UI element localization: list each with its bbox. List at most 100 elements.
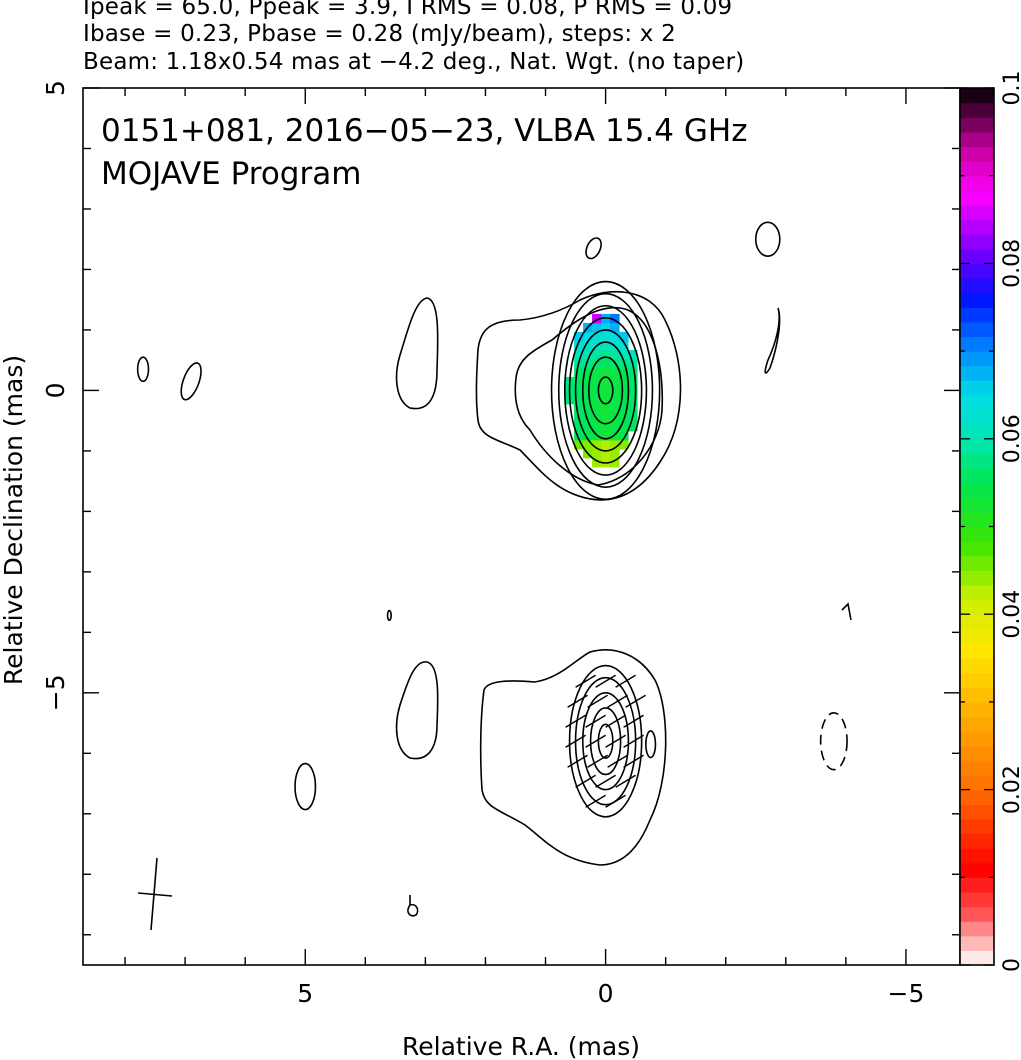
colorbar-swatch <box>960 716 994 732</box>
colorbar-swatch <box>960 848 994 864</box>
colorbar-swatch <box>960 146 994 162</box>
colorbar-swatch <box>960 643 994 659</box>
colorbar-swatch <box>960 336 994 352</box>
polarization-pixel <box>574 331 584 342</box>
polarization-pixel <box>610 394 620 405</box>
polarization-pixel <box>619 340 629 351</box>
colorbar-swatch <box>960 599 994 615</box>
beam-minor-axis <box>137 892 173 897</box>
colorbar-tick-label: 0.08 <box>1000 239 1021 288</box>
colorbar-swatch <box>960 950 994 966</box>
colorbar-swatch <box>960 351 994 367</box>
polarization-pixel <box>574 340 584 351</box>
colorbar-swatch <box>960 131 994 148</box>
polarization-pixel <box>592 394 602 405</box>
colorbar-swatch <box>960 862 994 878</box>
beam-major-axis <box>150 857 158 931</box>
polarization-vector <box>585 734 606 748</box>
x-tick-label: −5 <box>888 979 925 1008</box>
core-contour <box>557 292 654 488</box>
polarization-pixel <box>574 421 584 432</box>
polarization-pixel <box>592 421 602 432</box>
core-contour <box>597 376 614 405</box>
plot-subtitle: MOJAVE Program <box>101 156 361 192</box>
polarization-vector <box>615 774 636 788</box>
polarization-pixel <box>583 331 593 342</box>
core-contour <box>587 356 624 425</box>
polarization-pixel <box>601 394 611 405</box>
colorbar-swatch <box>960 570 994 586</box>
polarization-vector <box>595 674 616 688</box>
header-line-2: Ibase = 0.23, Pbase = 0.28 (mJy/beam), s… <box>83 21 676 47</box>
polarization-vector <box>605 734 626 748</box>
polarization-vector <box>625 694 646 708</box>
polarization-pixel <box>628 376 638 387</box>
polarization-pixel <box>610 439 620 450</box>
polarization-pixel <box>601 421 611 432</box>
polarization-vector <box>587 754 608 768</box>
y-tick-label: 5 <box>41 80 70 96</box>
noise-contour <box>136 356 150 383</box>
colorbar-tick-label: 0.04 <box>1000 590 1021 639</box>
core-contour <box>574 329 637 452</box>
plot-title: 0151+081, 2016−05−23, VLBA 15.4 GHz <box>101 113 747 149</box>
colorbar-swatch <box>960 204 994 221</box>
polarization-pixel <box>592 385 602 396</box>
core-contour <box>563 304 648 476</box>
polarization-pixel <box>583 430 593 441</box>
colorbar-tick-label: 0.1 <box>1000 71 1021 106</box>
polarization-pixel <box>574 403 584 414</box>
polarization-pixel <box>610 349 620 360</box>
colorbar-swatch <box>960 935 994 951</box>
polarization-vector <box>595 774 616 788</box>
y-tick-label: 0 <box>41 382 70 398</box>
polarization-pixel <box>601 430 611 441</box>
colorbar-swatch <box>960 394 994 411</box>
noise-contour <box>754 221 781 257</box>
noise-contour <box>764 307 781 374</box>
polarization-vector <box>607 754 628 768</box>
colorbar-swatch <box>960 117 994 133</box>
polarization-pixel <box>574 430 584 441</box>
colorbar-swatch <box>960 701 994 718</box>
polarization-pixel <box>592 448 602 459</box>
jet-contour <box>395 661 439 760</box>
colorbar-swatch <box>960 482 994 498</box>
core-contour <box>597 723 614 759</box>
noise-contour <box>386 609 392 622</box>
colorbar-swatch <box>960 789 994 805</box>
core-contour <box>568 317 643 464</box>
polarization-pixel <box>574 349 584 360</box>
colorbar-swatch <box>960 175 994 191</box>
polarization-pixel <box>592 322 602 333</box>
polarization-pixel <box>619 403 629 414</box>
x-tick-label: 5 <box>297 979 313 1008</box>
polarization-pixel <box>592 367 602 378</box>
polarization-pixel <box>628 349 638 360</box>
colorbar-swatch <box>960 877 994 893</box>
polarization-pixel <box>583 421 593 432</box>
colorbar-swatch <box>960 555 994 571</box>
polarization-pixel <box>610 376 620 387</box>
polarization-vector <box>623 714 644 728</box>
polarization-pixel <box>601 439 611 450</box>
polarization-vector <box>585 794 606 808</box>
colorbar-swatch <box>960 497 994 513</box>
polarization-pixel <box>619 349 629 360</box>
colorbar-swatch <box>960 438 994 455</box>
polarization-pixel <box>583 349 593 360</box>
polarization-vector <box>585 714 606 728</box>
polarization-pixels <box>565 313 638 468</box>
tick-labels: 5 0 −5 5 0 −5 <box>41 80 924 1008</box>
polarization-pixel <box>619 439 629 450</box>
colorbar-swatch <box>960 307 994 323</box>
polarization-pixel <box>592 376 602 387</box>
polarization-pixel <box>601 349 611 360</box>
polarization-pixel <box>610 421 620 432</box>
polarization-pixel <box>619 394 629 405</box>
polarization-pixel <box>610 367 620 378</box>
polarization-pixel <box>583 340 593 351</box>
polarization-pixel <box>583 394 593 405</box>
colorbar-swatch <box>960 921 994 937</box>
